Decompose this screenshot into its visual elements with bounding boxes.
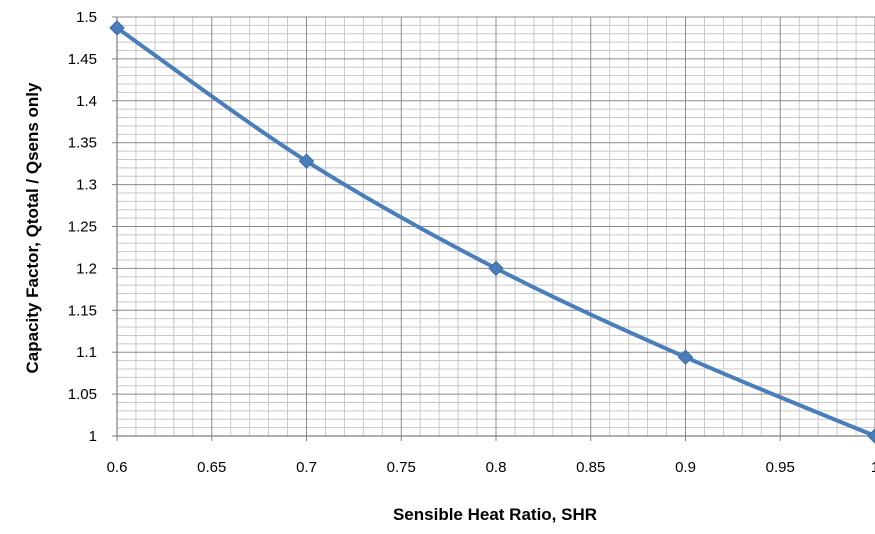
y-tick-label: 1.1 — [76, 344, 97, 361]
x-tick-labels: 0.6 0.65 0.7 0.75 0.8 0.85 0.9 0.95 1 — [107, 436, 875, 476]
y-tick-label: 1.45 — [68, 51, 97, 68]
x-tick-label: 0.9 — [675, 459, 696, 476]
x-axis-title: Sensible Heat Ratio, SHR — [393, 505, 597, 524]
y-tick-label: 1.4 — [76, 93, 97, 110]
y-tick-label: 1.05 — [68, 386, 97, 403]
y-tick-label: 1 — [89, 428, 97, 445]
series-group — [109, 20, 875, 444]
y-tick-label: 1.25 — [68, 219, 97, 236]
y-tick-label: 1.3 — [76, 177, 97, 194]
x-tick-label: 0.7 — [296, 459, 317, 476]
y-tick-label: 1.5 — [76, 9, 97, 26]
data-point-marker — [488, 260, 504, 277]
y-tick-labels: 1 1.05 1.1 1.15 1.2 1.25 1.3 1.35 1.4 1.45 1.5 — [68, 9, 117, 445]
x-tick-label: 0.85 — [576, 459, 605, 476]
data-point-marker — [677, 349, 694, 365]
data-point-marker — [109, 20, 125, 36]
y-tick-label: 1.15 — [68, 302, 97, 319]
x-tick-label: 0.75 — [387, 459, 416, 476]
x-tick-label: 0.95 — [766, 459, 795, 476]
x-tick-label: 0.65 — [197, 459, 226, 476]
x-tick-label: 0.6 — [107, 459, 128, 476]
y-tick-label: 1.2 — [76, 260, 97, 277]
y-tick-label: 1.35 — [68, 135, 97, 152]
data-point-marker — [298, 153, 315, 169]
data-point-marker — [867, 428, 875, 444]
x-tick-label: 0.8 — [486, 459, 507, 476]
x-tick-label: 1 — [871, 459, 875, 476]
y-axis-title: Capacity Factor, Qtotal / Qsens only — [23, 82, 42, 374]
